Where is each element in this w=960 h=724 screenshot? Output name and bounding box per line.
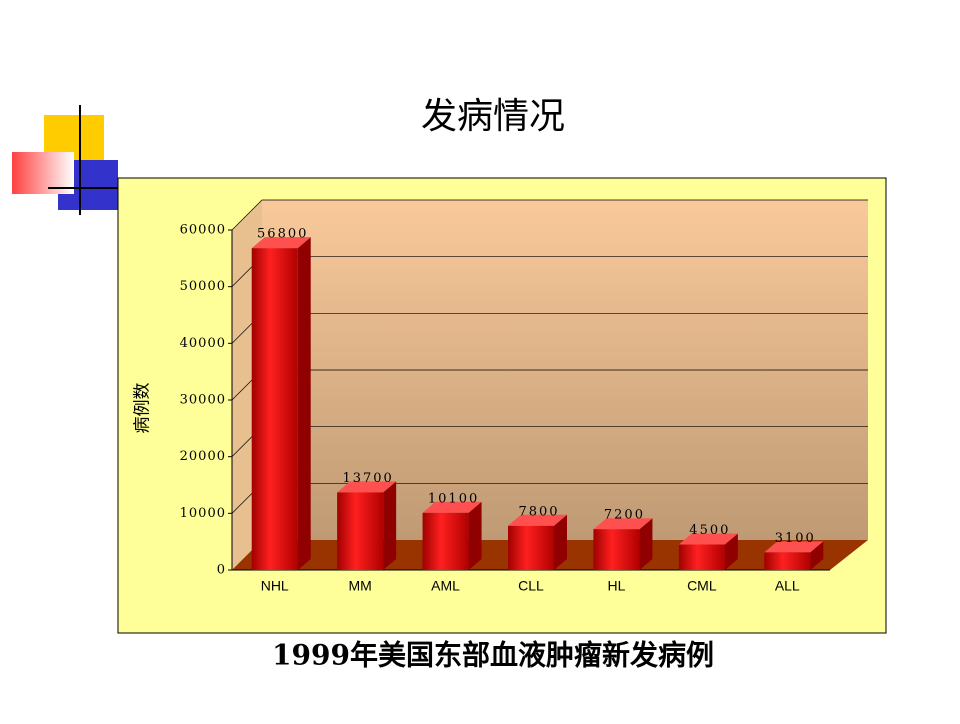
bar-front	[337, 492, 384, 570]
bar-side	[468, 501, 482, 570]
bar-top	[508, 514, 567, 526]
value-label: 56800	[257, 227, 308, 242]
bar	[422, 501, 482, 570]
y-tick-label: 60000	[180, 223, 226, 238]
value-label: 10100	[428, 491, 479, 506]
x-tick-label: CLL	[518, 578, 544, 594]
y-tick-label: 10000	[180, 506, 226, 521]
bar-top	[593, 518, 653, 530]
caption: 1999年美国东部血液肿瘤新发病例	[272, 639, 714, 672]
y-tick-label: 50000	[180, 279, 226, 294]
y-tick-label: 40000	[180, 336, 226, 351]
bar-front	[422, 512, 469, 570]
bar-side	[554, 514, 567, 570]
x-tick-label: MM	[348, 578, 371, 594]
value-label: 7200	[604, 508, 645, 523]
bar	[764, 541, 824, 570]
bar-side	[810, 541, 824, 570]
bar-top	[764, 541, 824, 553]
bar-side	[639, 518, 653, 570]
bar	[593, 518, 653, 570]
bar-front	[764, 552, 811, 570]
bar-top	[422, 501, 482, 513]
value-label: 13700	[342, 471, 393, 486]
bar-front	[678, 544, 725, 570]
y-axis-label: 病例数	[133, 383, 153, 434]
bar-top	[337, 481, 397, 493]
bar	[508, 514, 567, 570]
bar	[251, 237, 311, 570]
bar-front	[251, 248, 298, 570]
bar-side	[383, 481, 397, 570]
x-tick-label: NHL	[261, 578, 289, 594]
bar-front	[593, 529, 640, 570]
bar-top	[678, 533, 738, 545]
x-tick-label: AML	[431, 578, 460, 594]
slide-title: 发病情况	[421, 96, 565, 137]
value-label: 3100	[775, 531, 816, 546]
y-tick-label: 30000	[180, 393, 226, 408]
bar-side	[724, 533, 738, 570]
y-tick-label: 0	[217, 563, 226, 578]
x-tick-label: ALL	[775, 578, 800, 594]
plot: 0 10000 20000 30000 40000 50000 60000 NHL 56800 M…	[180, 199, 868, 594]
grid-line	[231, 199, 868, 231]
bar-front	[508, 525, 554, 570]
bar-side	[297, 237, 311, 570]
bar-top	[251, 237, 311, 249]
bar	[678, 533, 738, 570]
bar	[337, 481, 397, 570]
x-tick-label: HL	[607, 578, 625, 594]
y-tick-label: 20000	[180, 449, 226, 464]
x-tick-label: CML	[687, 578, 717, 594]
value-label: 7800	[518, 504, 559, 519]
value-label: 4500	[689, 523, 730, 538]
